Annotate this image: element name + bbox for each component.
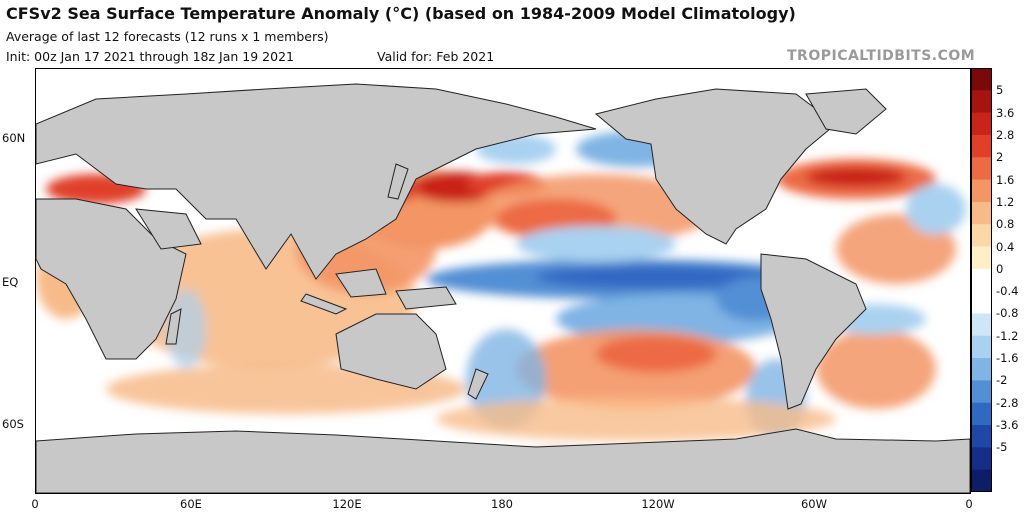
colorbar-swatch bbox=[971, 224, 992, 248]
colorbar-label: -0.8 bbox=[996, 306, 1019, 321]
lat-label-eq: EQ bbox=[2, 275, 19, 289]
arabia bbox=[135, 208, 202, 250]
colorbar-label: -1.2 bbox=[996, 328, 1019, 343]
colorbar-label: -5 bbox=[996, 440, 1008, 455]
colorbar-swatch bbox=[971, 201, 992, 225]
map-canvas bbox=[36, 69, 970, 493]
colorbar-label: 0.8 bbox=[996, 217, 1015, 232]
eurasia bbox=[36, 83, 597, 280]
colorbar-label: -0.4 bbox=[996, 284, 1019, 299]
colorbar-swatch bbox=[971, 179, 992, 203]
colorbar-swatch bbox=[971, 402, 992, 426]
colorbar-border bbox=[971, 68, 992, 492]
colorbar-swatch bbox=[971, 157, 992, 181]
africa bbox=[36, 198, 187, 360]
colorbar-label: 2 bbox=[996, 150, 1004, 165]
japan bbox=[387, 163, 409, 200]
map-subtitle: Average of last 12 forecasts (12 runs x … bbox=[6, 29, 329, 44]
colorbar-swatch bbox=[971, 469, 992, 492]
lon-label-0: 0 bbox=[31, 497, 39, 511]
colorbar-swatch bbox=[971, 291, 992, 314]
colorbar-label: 5 bbox=[996, 83, 1004, 98]
colorbar-swatch bbox=[971, 313, 992, 337]
colorbar-swatch bbox=[971, 112, 992, 136]
colorbar-label: 0.4 bbox=[996, 239, 1015, 254]
lon-label-60e: 60E bbox=[180, 497, 202, 511]
lon-label-0-end: 0 bbox=[965, 497, 973, 511]
colorbar-swatch bbox=[971, 134, 992, 158]
colorbar-swatch bbox=[971, 425, 992, 448]
colorbar-swatch bbox=[971, 246, 992, 270]
brand-watermark: TROPICALTIDBITS.COM bbox=[787, 48, 976, 64]
colorbar-label: 1.6 bbox=[996, 172, 1015, 187]
colorbar-swatch bbox=[971, 268, 992, 292]
colorbar-swatches bbox=[971, 68, 992, 492]
colorbar-swatch bbox=[971, 68, 992, 91]
new-guinea bbox=[395, 286, 457, 310]
antarctica bbox=[36, 428, 970, 493]
valid-time: Valid for: Feb 2021 bbox=[377, 49, 495, 64]
init-time: Init: 00z Jan 17 2021 through 18z Jan 19… bbox=[6, 49, 294, 64]
colorbar-label: 2.8 bbox=[996, 127, 1015, 142]
colorbar-label: -2.8 bbox=[996, 395, 1019, 410]
colorbar-label: -1.6 bbox=[996, 351, 1019, 366]
sst-anomaly-map bbox=[35, 68, 971, 494]
colorbar-label: 1.2 bbox=[996, 194, 1015, 209]
lon-label-60w: 60W bbox=[800, 497, 828, 511]
lon-label-120w: 120W bbox=[641, 497, 675, 511]
madagascar bbox=[165, 308, 182, 345]
lat-label-60s: 60S bbox=[2, 417, 24, 431]
sumatra-java bbox=[300, 293, 348, 315]
lat-label-60n: 60N bbox=[2, 131, 26, 145]
lon-label-180: 180 bbox=[491, 497, 513, 511]
lon-label-120e: 120E bbox=[332, 497, 362, 511]
colorbar-swatch bbox=[971, 335, 992, 359]
colorbar-label: 3.6 bbox=[996, 105, 1015, 120]
colorbar-label: 0 bbox=[996, 261, 1004, 276]
greenland bbox=[805, 88, 887, 135]
borneo bbox=[335, 268, 387, 298]
south-america bbox=[760, 253, 867, 410]
new-zealand bbox=[467, 368, 489, 400]
colorbar-swatch bbox=[971, 447, 992, 471]
colorbar-swatch bbox=[971, 358, 992, 381]
land-masses bbox=[36, 83, 970, 493]
colorbar-label: -2 bbox=[996, 373, 1008, 388]
colorbar-swatch bbox=[971, 90, 992, 114]
north-america bbox=[594, 88, 837, 245]
colorbar-label: -3.6 bbox=[996, 418, 1019, 433]
australia bbox=[335, 313, 447, 390]
map-title: CFSv2 Sea Surface Temperature Anomaly (°… bbox=[6, 4, 796, 23]
colorbar-swatch bbox=[971, 380, 992, 404]
colorbar bbox=[971, 68, 992, 492]
